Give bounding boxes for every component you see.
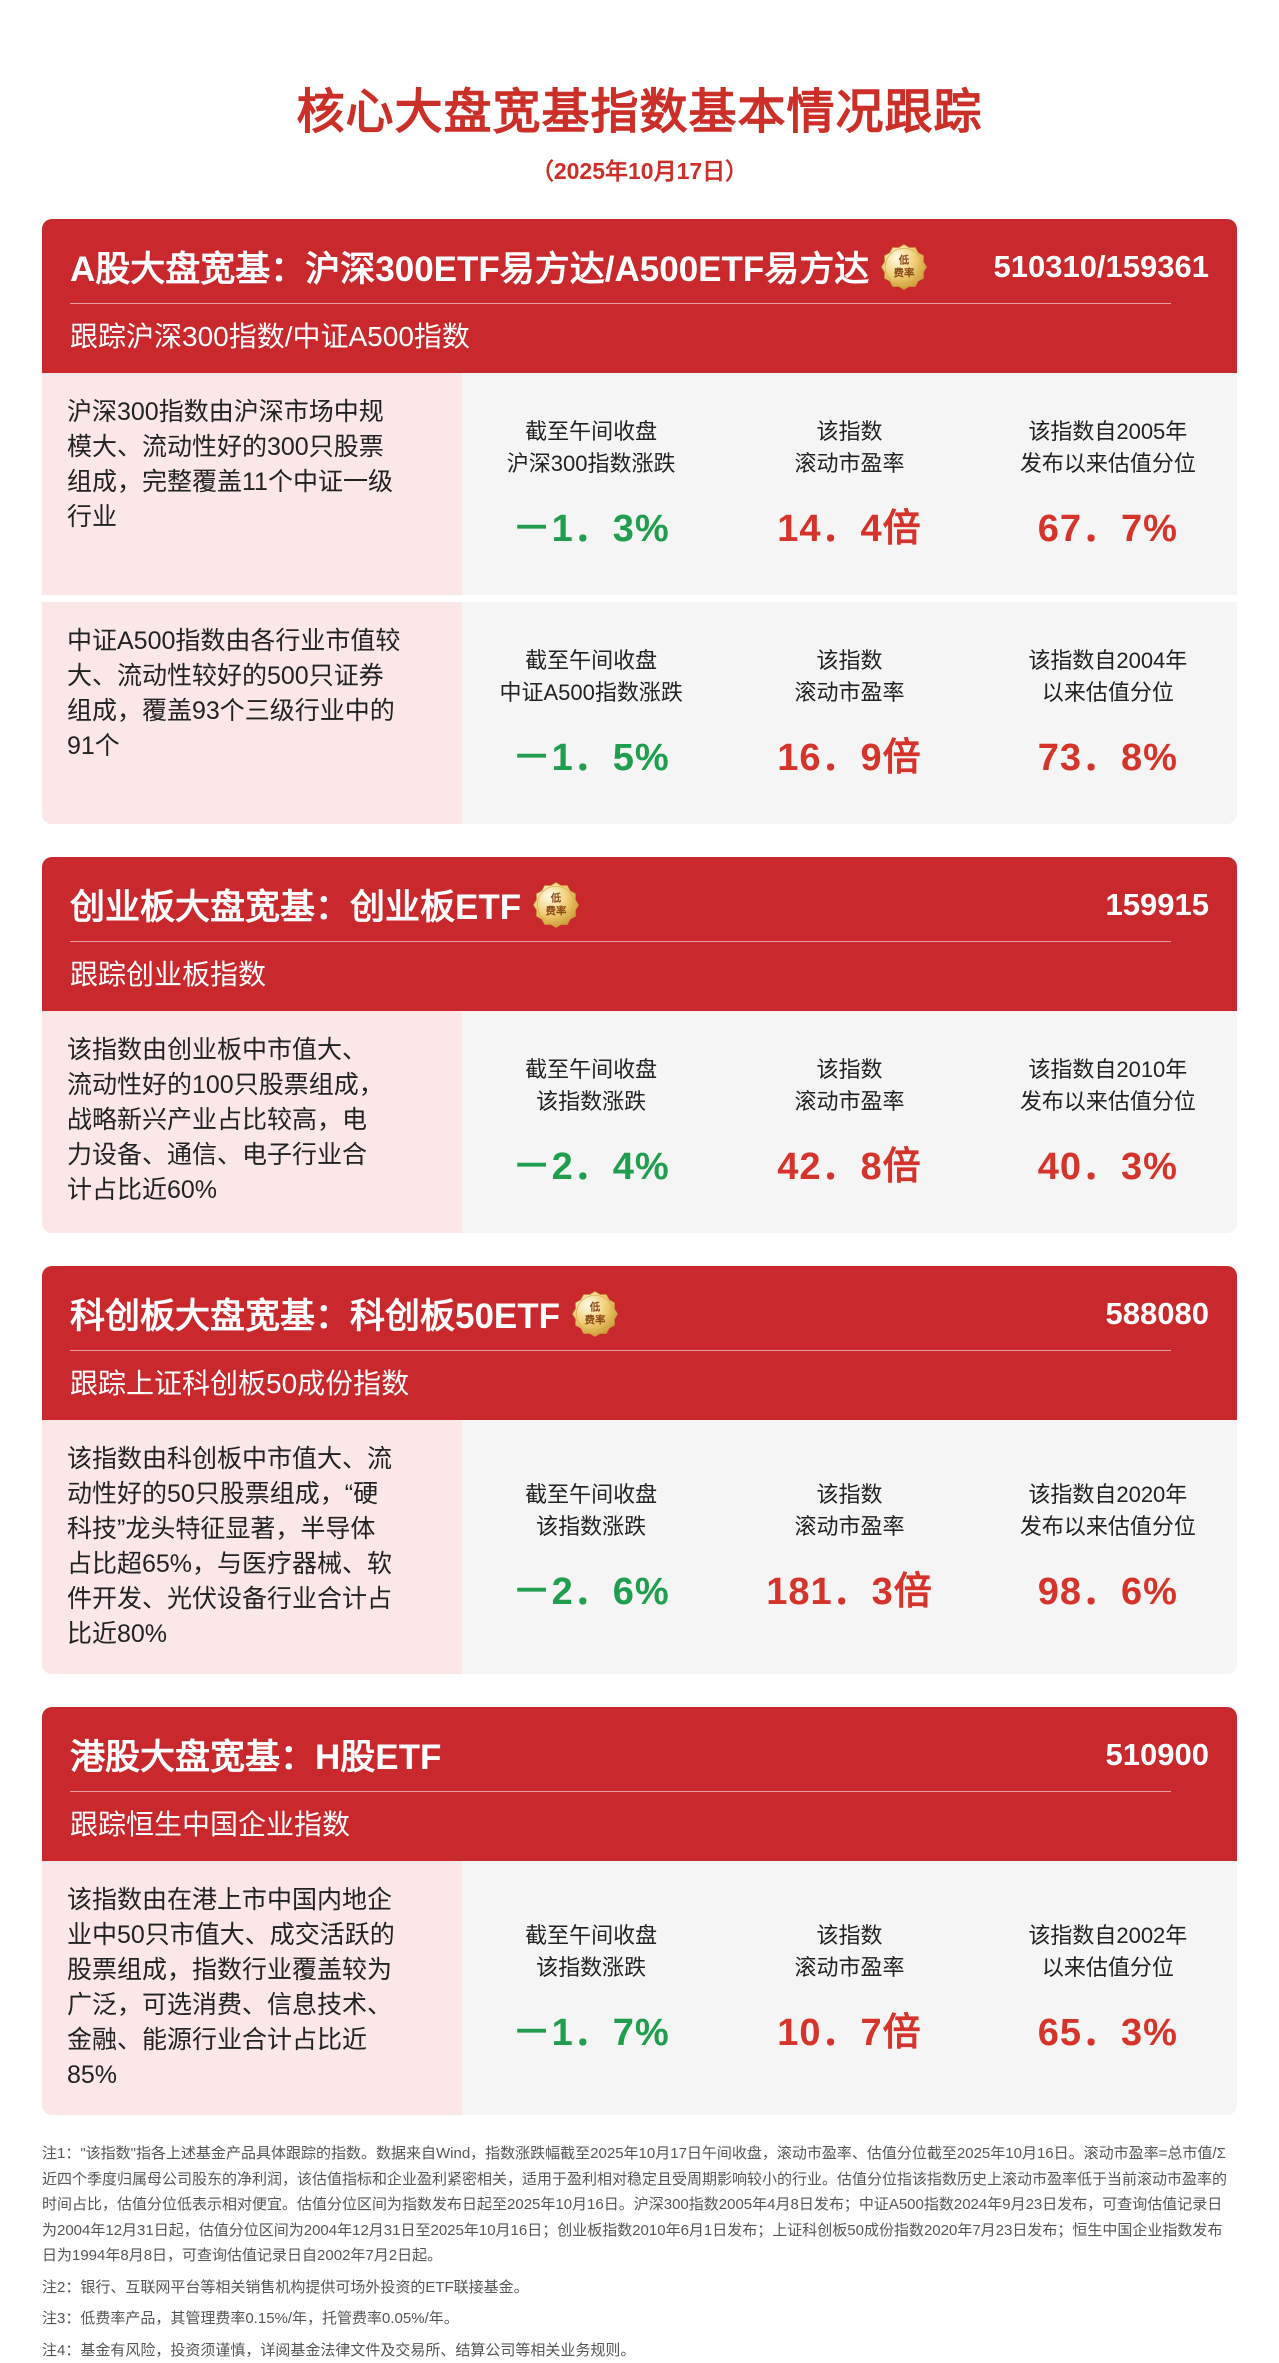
svg-text:低: 低 [589,1300,601,1313]
svg-text:低: 低 [550,891,562,904]
svg-text:费率: 费率 [585,1313,606,1326]
svg-text:费率: 费率 [894,266,915,279]
svg-text:低: 低 [898,253,910,266]
svg-text:费率: 费率 [546,904,567,917]
